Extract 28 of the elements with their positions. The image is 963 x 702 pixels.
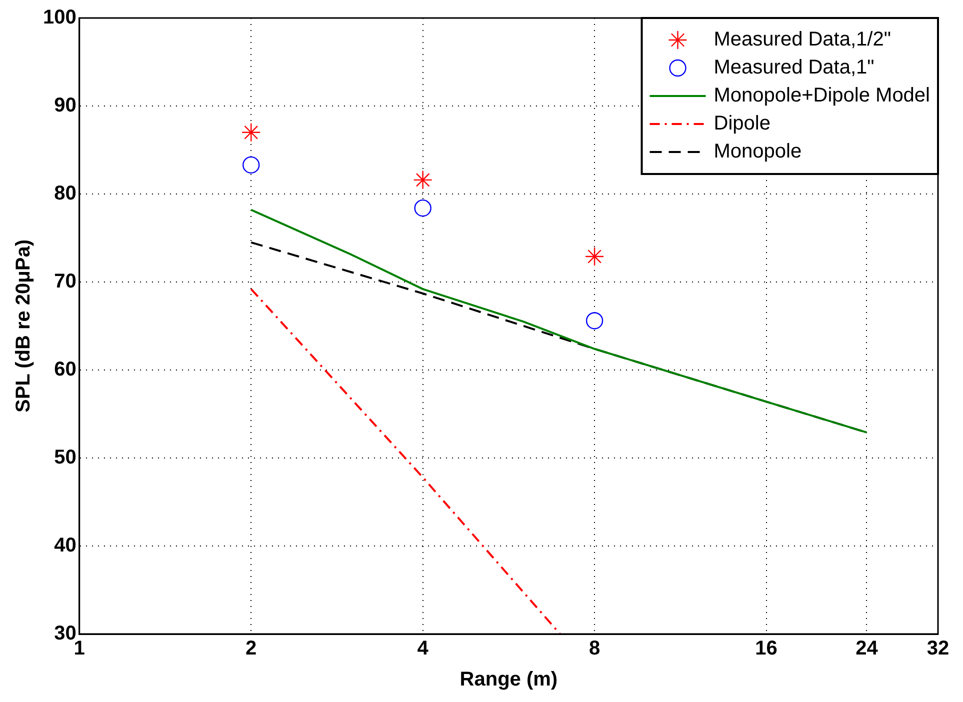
x-tick-label: 8: [588, 638, 600, 660]
y-tick-label: 50: [54, 446, 76, 469]
x-tick-label: 16: [755, 638, 778, 660]
y-tick-label: 90: [54, 94, 76, 117]
y-tick-label: 100: [42, 6, 76, 29]
x-tick-label: 2: [246, 638, 257, 660]
x-axis-title: Range (m): [460, 668, 558, 691]
point: [413, 170, 432, 190]
legend-label: Measured Data,1": [714, 56, 874, 79]
point: [242, 156, 260, 174]
point: [586, 312, 604, 330]
x-tick-label: 1: [74, 638, 85, 660]
point: [414, 199, 432, 217]
y-tick-label: 70: [54, 270, 76, 293]
legend-label: Measured Data,1/2": [714, 28, 891, 51]
y-tick-label: 40: [54, 534, 76, 557]
x-tick-label: 4: [417, 638, 430, 660]
point: [241, 122, 261, 142]
legend-label: Monopole+Dipole Model: [714, 84, 930, 107]
y-tick-label: 80: [54, 182, 76, 205]
legend-label: Dipole: [714, 112, 770, 135]
y-axis-title: SPL (dB re 20μPa): [12, 239, 35, 413]
y-tick-label: 60: [54, 358, 76, 381]
x-tick-label: 32: [926, 638, 950, 660]
legend-label: Monopole: [714, 140, 802, 163]
y-tick-label: 30: [54, 622, 76, 645]
x-tick-label: 24: [856, 638, 879, 660]
point: [584, 246, 604, 266]
